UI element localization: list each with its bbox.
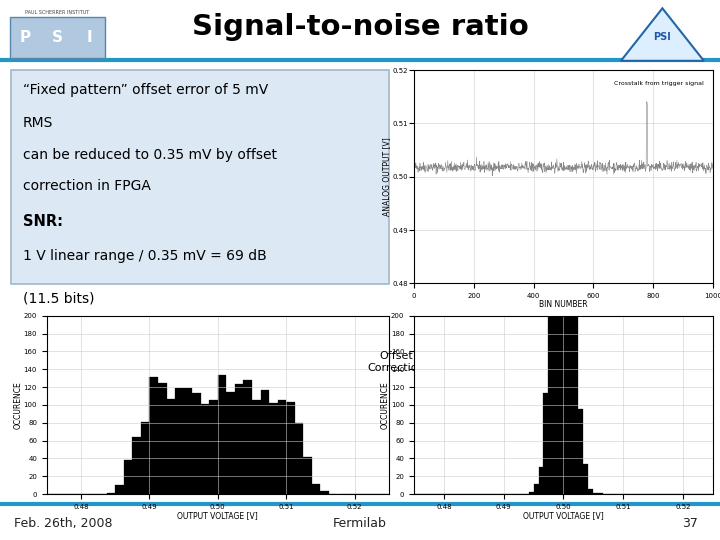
Bar bbox=[549, 280, 554, 494]
Bar bbox=[226, 392, 235, 494]
Bar bbox=[312, 484, 320, 494]
Bar bbox=[534, 484, 539, 494]
Bar bbox=[184, 388, 192, 494]
Text: correction in FPGA: correction in FPGA bbox=[22, 179, 150, 193]
Bar bbox=[269, 403, 278, 494]
Bar bbox=[158, 382, 166, 494]
Text: Signal-to-noise ratio: Signal-to-noise ratio bbox=[192, 13, 528, 41]
Bar bbox=[166, 399, 175, 494]
Bar bbox=[539, 467, 544, 494]
Bar bbox=[124, 460, 132, 494]
X-axis label: OUTPUT VOLTAGE [V]: OUTPUT VOLTAGE [V] bbox=[523, 511, 604, 520]
Bar bbox=[559, 49, 564, 494]
Text: Crosstalk from trigger signal: Crosstalk from trigger signal bbox=[614, 81, 704, 86]
Bar bbox=[132, 437, 141, 494]
Bar bbox=[588, 489, 593, 494]
Bar bbox=[175, 388, 184, 494]
Text: PSI: PSI bbox=[654, 32, 671, 43]
Bar bbox=[210, 400, 218, 494]
Text: (11.5 bits): (11.5 bits) bbox=[22, 292, 94, 306]
Bar bbox=[593, 493, 598, 494]
Y-axis label: OCCURENCE: OCCURENCE bbox=[380, 381, 390, 429]
Text: P: P bbox=[19, 30, 31, 45]
Bar bbox=[243, 380, 252, 494]
Text: S: S bbox=[52, 30, 63, 45]
Y-axis label: ANALOG OUTPUT [V]: ANALOG OUTPUT [V] bbox=[382, 137, 391, 216]
Bar bbox=[261, 390, 269, 494]
Bar bbox=[107, 493, 115, 494]
Bar bbox=[303, 457, 312, 494]
Text: 1 V linear range / 0.35 mV = 69 dB: 1 V linear range / 0.35 mV = 69 dB bbox=[22, 249, 266, 263]
Y-axis label: OCCURENCE: OCCURENCE bbox=[13, 381, 22, 429]
Text: RMS: RMS bbox=[22, 116, 53, 130]
Bar bbox=[278, 401, 287, 494]
Bar bbox=[141, 422, 150, 494]
Polygon shape bbox=[621, 8, 704, 61]
Bar bbox=[294, 423, 303, 494]
Text: Offset
Correction: Offset Correction bbox=[367, 350, 425, 373]
Bar bbox=[235, 384, 243, 494]
FancyBboxPatch shape bbox=[11, 70, 389, 284]
Bar bbox=[544, 393, 549, 494]
Bar bbox=[583, 464, 588, 494]
Bar bbox=[598, 493, 603, 494]
Text: I: I bbox=[87, 30, 93, 45]
Bar bbox=[320, 491, 329, 494]
Text: PAUL SCHERRER INSTITUT: PAUL SCHERRER INSTITUT bbox=[25, 10, 90, 15]
Text: SNR:: SNR: bbox=[22, 214, 63, 229]
Bar bbox=[528, 492, 534, 494]
Bar bbox=[192, 393, 201, 494]
Text: “Fixed pattern” offset error of 5 mV: “Fixed pattern” offset error of 5 mV bbox=[22, 83, 268, 97]
Text: Feb. 26th, 2008: Feb. 26th, 2008 bbox=[14, 517, 113, 530]
Text: can be reduced to 0.35 mV by offset: can be reduced to 0.35 mV by offset bbox=[22, 148, 276, 163]
Bar bbox=[150, 377, 158, 494]
Bar bbox=[201, 404, 210, 494]
Bar bbox=[573, 308, 578, 494]
FancyBboxPatch shape bbox=[10, 17, 105, 58]
Bar bbox=[554, 167, 559, 494]
Bar bbox=[287, 402, 294, 494]
Bar bbox=[578, 409, 583, 494]
Bar bbox=[252, 400, 261, 494]
Text: Fermilab: Fermilab bbox=[333, 517, 387, 530]
Bar bbox=[568, 134, 573, 494]
Text: 37: 37 bbox=[683, 517, 698, 530]
X-axis label: BIN NUMBER: BIN NUMBER bbox=[539, 300, 588, 309]
X-axis label: OUTPUT VOLTAGE [V]: OUTPUT VOLTAGE [V] bbox=[177, 511, 258, 520]
Bar bbox=[564, 56, 568, 494]
Bar bbox=[115, 485, 124, 494]
Bar bbox=[218, 375, 226, 494]
